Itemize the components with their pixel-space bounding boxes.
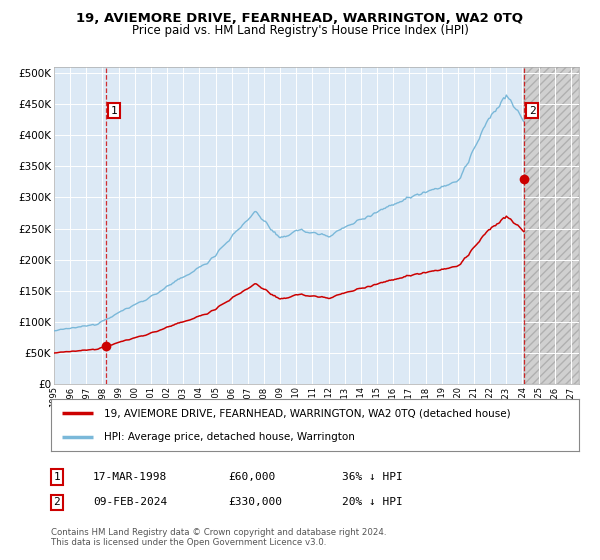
- Text: £330,000: £330,000: [228, 497, 282, 507]
- Bar: [524, 67, 579, 384]
- Text: 1: 1: [110, 106, 118, 115]
- Text: 2: 2: [529, 106, 536, 115]
- Bar: [524, 67, 579, 384]
- Text: Price paid vs. HM Land Registry's House Price Index (HPI): Price paid vs. HM Land Registry's House …: [131, 24, 469, 36]
- Text: HPI: Average price, detached house, Warrington: HPI: Average price, detached house, Warr…: [104, 432, 355, 442]
- Text: £60,000: £60,000: [228, 472, 275, 482]
- Text: 1: 1: [53, 472, 61, 482]
- Text: 09-FEB-2024: 09-FEB-2024: [93, 497, 167, 507]
- Text: 19, AVIEMORE DRIVE, FEARNHEAD, WARRINGTON, WA2 0TQ: 19, AVIEMORE DRIVE, FEARNHEAD, WARRINGTO…: [77, 12, 523, 25]
- Text: Contains HM Land Registry data © Crown copyright and database right 2024.
This d: Contains HM Land Registry data © Crown c…: [51, 528, 386, 547]
- Text: 2: 2: [53, 497, 61, 507]
- Text: 19, AVIEMORE DRIVE, FEARNHEAD, WARRINGTON, WA2 0TQ (detached house): 19, AVIEMORE DRIVE, FEARNHEAD, WARRINGTO…: [104, 408, 511, 418]
- Text: 17-MAR-1998: 17-MAR-1998: [93, 472, 167, 482]
- Text: 36% ↓ HPI: 36% ↓ HPI: [342, 472, 403, 482]
- Text: 20% ↓ HPI: 20% ↓ HPI: [342, 497, 403, 507]
